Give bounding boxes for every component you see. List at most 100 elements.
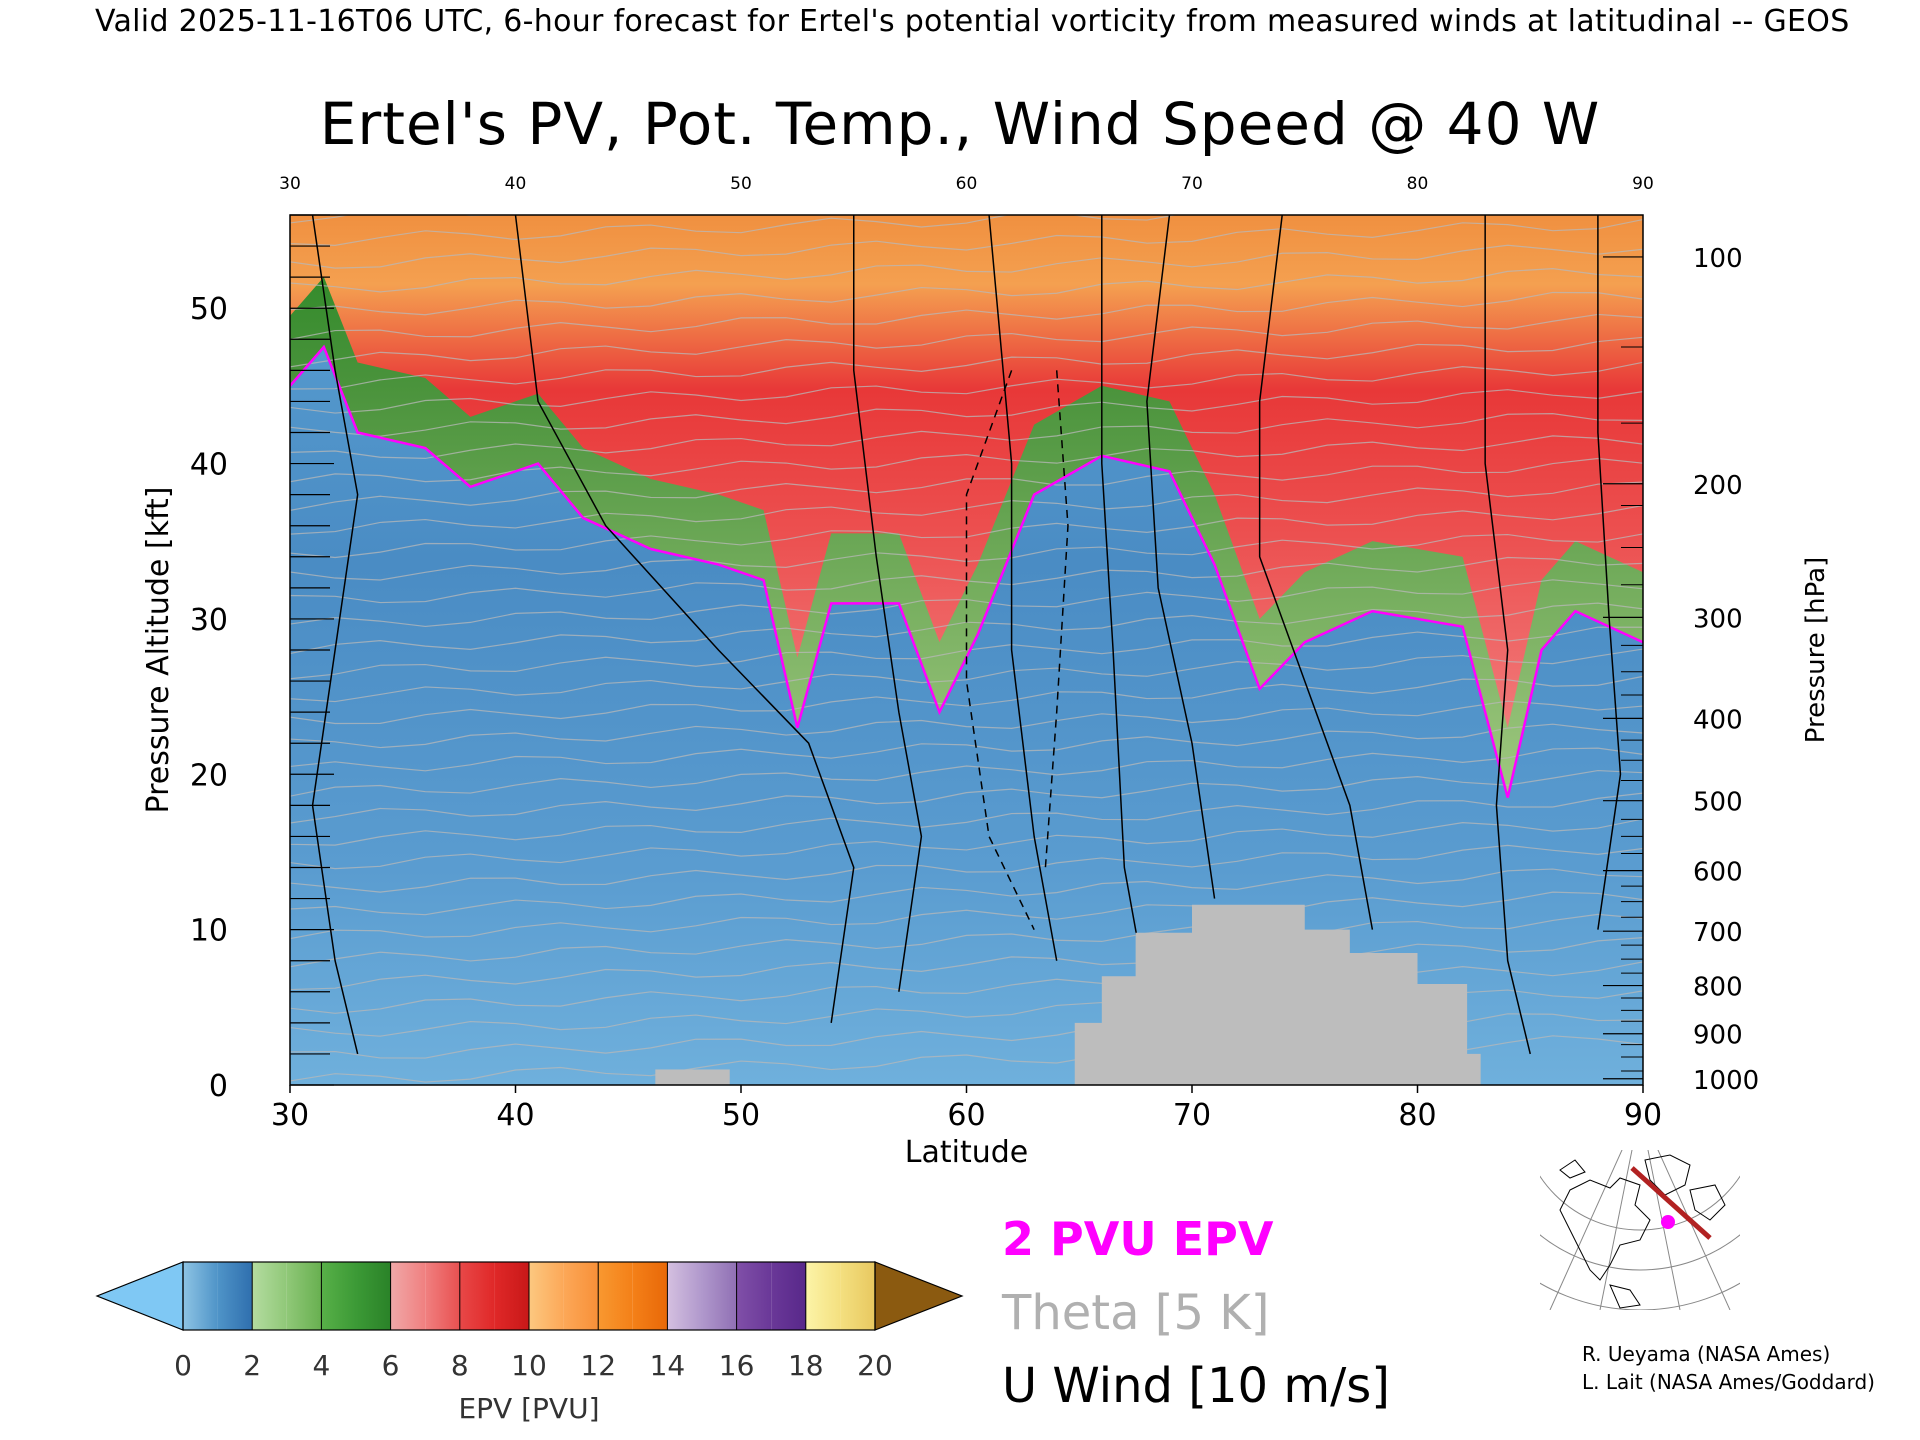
top-x-tick-label: 30 <box>279 174 301 194</box>
theta-contour <box>290 504 1643 559</box>
colorbar-over-arrow <box>874 1261 964 1331</box>
pv-2pvu-contour <box>290 344 1643 798</box>
theta-contour <box>290 818 1643 870</box>
theta-contour <box>290 457 1643 512</box>
u-wind-contour-negative <box>1044 370 1069 868</box>
y-tick-label: 30 <box>190 603 228 638</box>
colorbar-bin <box>598 1262 633 1330</box>
colorbar-tick-label: 0 <box>174 1349 192 1382</box>
chart-title: Ertel's PV, Pot. Temp., Wind Speed @ 40 … <box>319 90 1601 158</box>
theta-contour <box>290 413 1643 460</box>
axes: 30 40 50 60 70 80 90 30 40 50 60 70 80 90 Latitude 0 10 2… <box>141 174 1831 1170</box>
theta-contour <box>290 626 1643 680</box>
u-wind-contour <box>1484 215 1531 1055</box>
colorbar-bin <box>459 1262 495 1330</box>
x-tick-label: 70 <box>1173 1098 1211 1133</box>
terrain-mask-small <box>655 1069 730 1085</box>
plot-area <box>290 124 1643 1085</box>
u-wind-contour <box>1101 215 1148 992</box>
theta-contour <box>290 792 1643 846</box>
theta-contour <box>290 648 1643 703</box>
x-tick-label: 80 <box>1398 1098 1436 1133</box>
y-axis-label: Pressure Altitude [kft] <box>141 487 176 814</box>
colorbar-bin <box>252 1262 287 1330</box>
x-tick-label: 60 <box>947 1098 985 1133</box>
colorbar-tick-label: 20 <box>857 1349 893 1382</box>
pressure-tick-label: 400 <box>1693 705 1743 735</box>
y-tick-label: 0 <box>209 1069 228 1104</box>
credit-lait: L. Lait (NASA Ames/Goddard) <box>1582 1370 1875 1394</box>
colorbar-bin <box>529 1262 564 1330</box>
credit-ueyama: R. Ueyama (NASA Ames) <box>1582 1342 1831 1366</box>
theta-contour <box>290 244 1643 293</box>
colorbar: 0 2 4 6 8 10 12 14 16 18 20 EPV [PVU] <box>95 1261 964 1425</box>
theta-contour <box>290 435 1643 483</box>
colorbar-bin <box>736 1262 772 1330</box>
colorbar-tick-label: 18 <box>788 1349 824 1382</box>
theta-contour <box>290 723 1643 772</box>
x-tick-label: 40 <box>496 1098 534 1133</box>
theta-contour <box>290 844 1643 893</box>
u-wind-contour <box>988 215 1058 961</box>
theta-contour <box>290 747 1643 797</box>
colorbar-bin <box>702 1262 737 1330</box>
theta-contour <box>290 218 1643 269</box>
y-tick-label: 50 <box>190 292 228 327</box>
colorbar-tick-label: 14 <box>650 1349 686 1382</box>
x-tick-label: 50 <box>722 1098 760 1133</box>
colorbar-bin <box>286 1262 322 1330</box>
theta-contour <box>290 913 1643 968</box>
top-x-tick-label: 40 <box>505 174 527 194</box>
theta-contour <box>290 313 1643 368</box>
colorbar-tick-label: 4 <box>312 1349 330 1382</box>
colorbar-tick-label: 8 <box>451 1349 469 1382</box>
theta-contour <box>290 700 1643 749</box>
colorbar-tick-label: 10 <box>511 1349 547 1382</box>
colorbar-bin <box>321 1262 356 1330</box>
top-x-tick-label: 80 <box>1407 174 1429 194</box>
top-x-tick-label: 60 <box>956 174 978 194</box>
terrain-mask <box>1074 904 1481 1085</box>
pv-green-band <box>290 277 1643 798</box>
colorbar-under-arrow <box>95 1261 184 1331</box>
pressure-tick-label: 1000 <box>1693 1066 1759 1096</box>
theta-contour <box>290 124 1643 171</box>
theta-contour <box>290 336 1643 390</box>
x-tick-label: 30 <box>271 1098 309 1133</box>
pressure-tick-label: 900 <box>1693 1021 1743 1051</box>
theta-contour <box>290 579 1643 628</box>
valid-time-header: Valid 2025-11-16T06 UTC, 6-hour forecast… <box>95 4 1850 39</box>
colorbar-tick-label: 2 <box>243 1349 261 1382</box>
u-wind-contour <box>1258 215 1374 930</box>
colorbar-bin <box>632 1262 668 1330</box>
inset-polar-map <box>1540 1150 1740 1310</box>
pressure-axis-label: Pressure [hPa] <box>1801 557 1831 744</box>
colorbar-bin <box>425 1262 460 1330</box>
theta-contour <box>290 215 1329 246</box>
colorbar-bin <box>563 1262 599 1330</box>
theta-contour <box>290 891 1643 940</box>
colorbar-bin <box>771 1262 806 1330</box>
colorbar-label: EPV [PVU] <box>458 1392 599 1425</box>
top-x-tick-label: 70 <box>1181 174 1203 194</box>
colorbar-bin <box>494 1262 529 1330</box>
y-tick-label: 40 <box>190 448 228 483</box>
u-wind-contour <box>1146 215 1216 899</box>
pressure-tick-label: 500 <box>1693 788 1743 818</box>
u-wind-contour <box>311 215 359 1055</box>
x-tick-label: 90 <box>1624 1098 1662 1133</box>
theta-contour <box>290 556 1643 604</box>
theta-contour <box>290 937 1643 991</box>
theta-contour <box>290 267 1643 316</box>
theta-contour <box>290 291 1643 340</box>
colorbar-tick-label: 12 <box>580 1349 616 1382</box>
u-wind-contour <box>853 215 923 992</box>
u-wind-contour <box>1597 215 1622 930</box>
top-x-tick-label: 90 <box>1632 174 1654 194</box>
colorbar-bin <box>840 1262 875 1330</box>
pressure-tick-label: 100 <box>1693 244 1743 274</box>
colorbar-bin <box>217 1262 253 1330</box>
u-wind-contour-negative <box>965 370 1035 930</box>
